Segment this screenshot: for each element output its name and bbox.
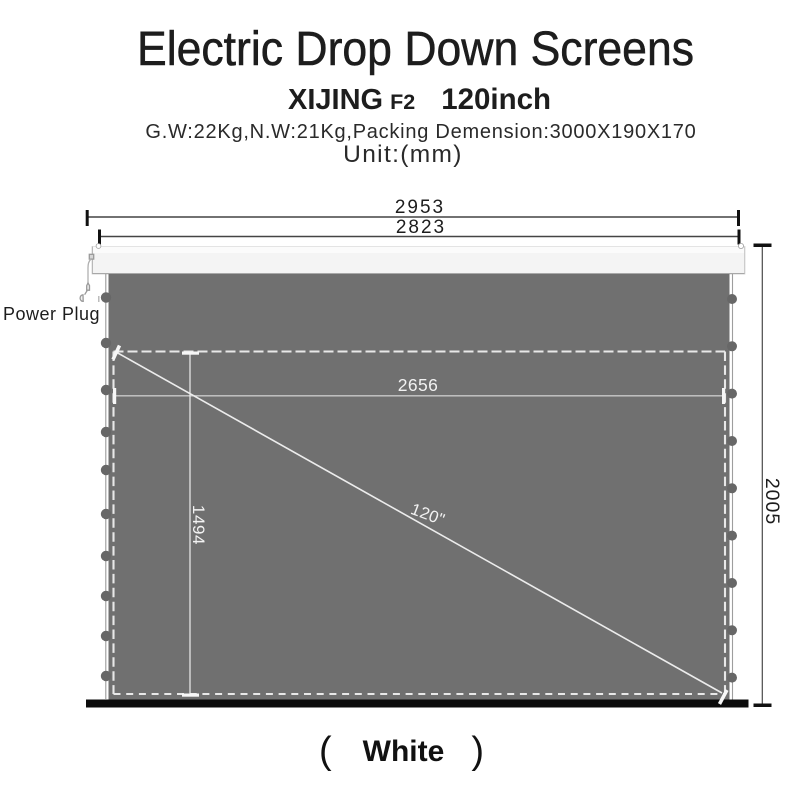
svg-text:2953: 2953 xyxy=(395,197,445,218)
svg-text:2656: 2656 xyxy=(398,375,439,395)
svg-text:2005: 2005 xyxy=(761,478,783,525)
svg-text:2823: 2823 xyxy=(396,217,446,238)
svg-text:1494: 1494 xyxy=(189,505,208,545)
